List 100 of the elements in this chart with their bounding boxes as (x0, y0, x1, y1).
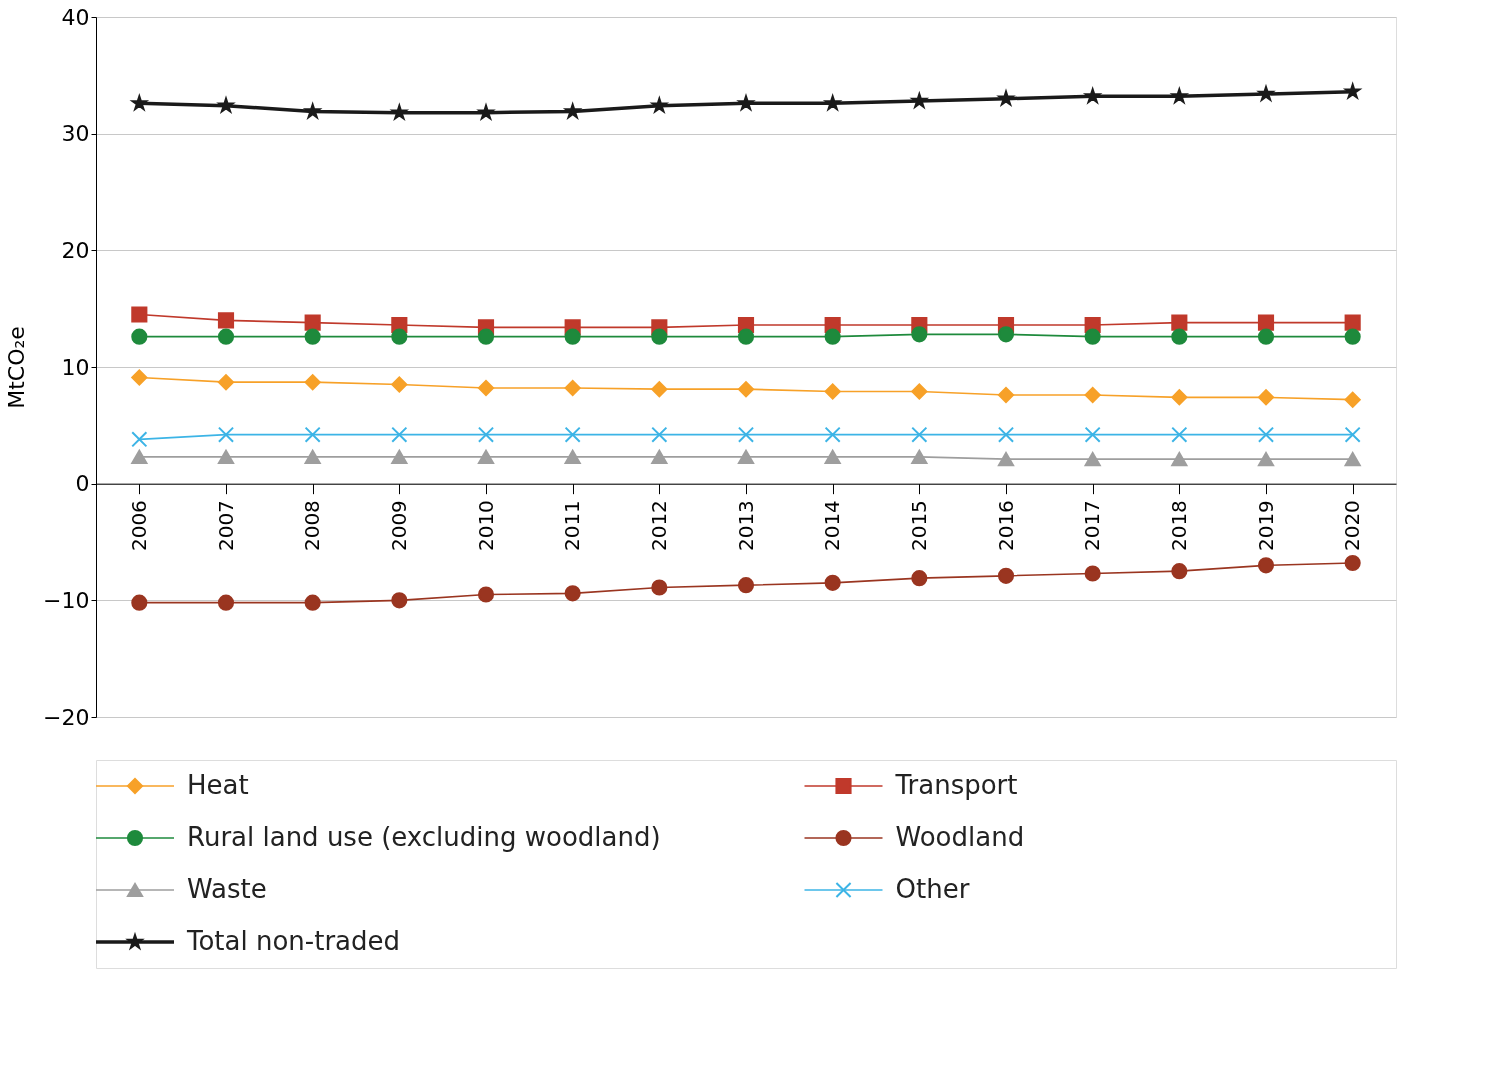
point (1171, 314, 1188, 331)
y-axis-title: MtCO₂e (4, 326, 30, 409)
x-tick-label: 2014 (820, 500, 845, 552)
x-tick-label: 2012 (646, 500, 671, 552)
point (824, 426, 841, 443)
point (1084, 565, 1101, 582)
point (131, 328, 148, 345)
point (737, 577, 755, 594)
x-tick-label: 2018 (1166, 500, 1191, 552)
point (911, 426, 928, 443)
y-tick-label: 0 (75, 471, 90, 497)
point (304, 594, 321, 611)
point (824, 328, 841, 345)
point (477, 328, 495, 345)
point (1171, 563, 1188, 580)
point (997, 326, 1015, 343)
point (1343, 81, 1363, 100)
point (1084, 386, 1101, 404)
point (1171, 452, 1188, 467)
point (131, 431, 148, 448)
point (391, 592, 408, 609)
legend-label: Heat (187, 770, 249, 800)
point (1083, 86, 1103, 105)
point (651, 579, 668, 596)
point (824, 383, 841, 400)
point (1171, 389, 1188, 406)
point (651, 449, 668, 464)
point (649, 95, 669, 114)
point (217, 426, 235, 443)
point (911, 326, 928, 343)
y-tick-label: −20 (43, 704, 90, 730)
point (217, 594, 235, 611)
legend-label: Woodland (895, 822, 1025, 852)
point (564, 449, 581, 464)
point (997, 567, 1015, 584)
point (304, 449, 321, 464)
point (303, 101, 323, 120)
point (564, 426, 581, 443)
point (1257, 389, 1275, 406)
point (1257, 426, 1275, 443)
point (1344, 328, 1361, 345)
point (131, 369, 148, 386)
x-tick-label: 2006 (126, 500, 151, 552)
point (476, 102, 496, 121)
point (131, 449, 148, 464)
point (1084, 328, 1101, 345)
point (911, 383, 928, 400)
point (997, 452, 1015, 467)
point (477, 426, 495, 443)
point (564, 328, 581, 345)
point (1257, 452, 1275, 467)
x-tick-label: 2019 (1253, 500, 1278, 552)
y-tick-label: 40 (61, 4, 90, 30)
point (391, 376, 408, 393)
point (477, 449, 495, 464)
point (1084, 452, 1101, 467)
y-tick-label: −10 (43, 587, 90, 613)
x-tick-label: 2016 (993, 500, 1018, 552)
point (911, 570, 928, 587)
point (564, 379, 581, 397)
point (737, 381, 755, 398)
point (651, 381, 668, 398)
point (737, 449, 755, 464)
point (304, 328, 321, 345)
point (911, 449, 928, 464)
point (823, 93, 843, 112)
x-tick-label: 2011 (560, 500, 585, 552)
point (737, 426, 755, 443)
point (737, 328, 755, 345)
point (1257, 314, 1275, 331)
point (1171, 328, 1188, 345)
point (997, 386, 1015, 404)
x-tick-label: 2015 (906, 500, 931, 552)
point (1257, 557, 1275, 574)
point (564, 585, 581, 602)
point (909, 91, 929, 110)
point (304, 426, 321, 443)
point (996, 88, 1016, 107)
point (304, 314, 321, 331)
point (1344, 391, 1361, 408)
point (1344, 426, 1361, 443)
point (824, 574, 841, 591)
point (1344, 554, 1361, 572)
x-tick-label: 2010 (473, 500, 498, 552)
x-tick-label: 2013 (733, 500, 758, 552)
point (131, 306, 148, 323)
point (651, 426, 668, 443)
point (391, 449, 408, 464)
legend-label: Transport (894, 770, 1018, 800)
point (217, 312, 235, 329)
point (1084, 426, 1101, 443)
x-tick-label: 2007 (213, 500, 238, 552)
x-tick-label: 2008 (300, 500, 325, 552)
y-tick-label: 30 (61, 121, 90, 147)
point (1257, 328, 1275, 345)
legend-label: Rural land use (excluding woodland) (187, 822, 661, 852)
x-tick-label: 2009 (386, 500, 411, 552)
point (216, 95, 236, 114)
point (217, 374, 235, 391)
point (477, 379, 495, 397)
